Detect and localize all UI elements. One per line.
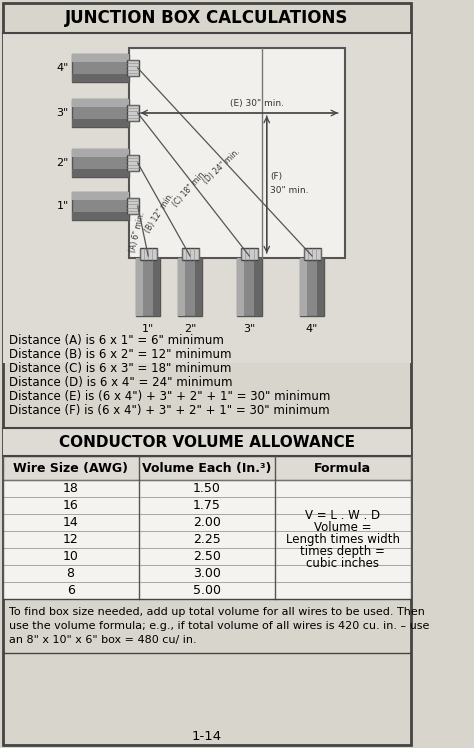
Bar	[140, 248, 157, 260]
Bar	[136, 258, 143, 316]
Bar	[241, 248, 258, 260]
Bar	[182, 248, 199, 260]
Bar	[178, 258, 185, 316]
Bar	[178, 258, 202, 316]
Text: 14: 14	[63, 516, 79, 529]
Bar	[73, 54, 129, 62]
Bar	[73, 149, 129, 157]
Bar	[153, 258, 160, 316]
Bar	[73, 99, 129, 107]
Bar	[300, 258, 324, 316]
Text: 1": 1"	[142, 324, 155, 334]
Bar	[73, 149, 129, 177]
Text: Distance (A) is 6 x 1" = 6" minimum: Distance (A) is 6 x 1" = 6" minimum	[9, 334, 224, 347]
Bar	[3, 456, 410, 480]
Text: Distance (B) is 6 x 2" = 12" minimum: Distance (B) is 6 x 2" = 12" minimum	[9, 348, 231, 361]
Bar	[237, 258, 245, 316]
Bar	[73, 169, 129, 177]
Text: 3.00: 3.00	[192, 567, 220, 580]
Text: 8: 8	[67, 567, 74, 580]
Text: 6: 6	[67, 584, 74, 597]
Text: Distance (C) is 6 x 3" = 18" minimum: Distance (C) is 6 x 3" = 18" minimum	[9, 362, 231, 375]
Bar	[237, 258, 262, 316]
Text: 3": 3"	[243, 324, 255, 334]
Text: 2.25: 2.25	[193, 533, 220, 546]
Text: times depth =: times depth =	[300, 545, 385, 558]
Text: 5.00: 5.00	[192, 584, 220, 597]
Text: 10: 10	[63, 550, 79, 563]
Text: use the volume formula; e.g., if total volume of all wires is 420 cu. in. – use: use the volume formula; e.g., if total v…	[9, 621, 429, 631]
Text: (B) 12" min.: (B) 12" min.	[143, 191, 176, 234]
Text: Distance (E) is (6 x 4") + 3" + 2" + 1" = 30" minimum: Distance (E) is (6 x 4") + 3" + 2" + 1" …	[9, 390, 330, 403]
Text: 16: 16	[63, 499, 79, 512]
Bar	[73, 212, 129, 220]
Text: CONDUCTOR VOLUME ALLOWANCE: CONDUCTOR VOLUME ALLOWANCE	[59, 435, 355, 450]
Bar	[3, 480, 410, 599]
Text: Volume Each (In.³): Volume Each (In.³)	[142, 462, 271, 474]
Bar	[73, 192, 129, 200]
Text: 1-14: 1-14	[191, 729, 222, 743]
Bar	[128, 105, 139, 121]
Text: (D) 24" min.: (D) 24" min.	[201, 147, 241, 186]
Text: Formula: Formula	[314, 462, 371, 474]
Text: 30" min.: 30" min.	[270, 186, 309, 195]
Text: cubic inches: cubic inches	[306, 557, 379, 570]
Text: an 8" x 10" x 6" box = 480 cu/ in.: an 8" x 10" x 6" box = 480 cu/ in.	[9, 635, 196, 645]
Text: Distance (D) is 6 x 4" = 24" minimum: Distance (D) is 6 x 4" = 24" minimum	[9, 376, 232, 389]
Bar	[195, 258, 202, 316]
Text: 2.00: 2.00	[192, 516, 220, 529]
Bar	[300, 258, 307, 316]
Bar	[73, 99, 129, 127]
Text: (F): (F)	[270, 172, 283, 181]
Text: Wire Size (AWG): Wire Size (AWG)	[13, 462, 128, 474]
Bar	[128, 155, 139, 171]
Text: To find box size needed, add up total volume for all wires to be used. Then: To find box size needed, add up total vo…	[9, 607, 425, 617]
Text: 3": 3"	[56, 108, 69, 118]
Bar	[129, 48, 345, 258]
Text: 4": 4"	[306, 324, 318, 334]
Text: V = L . W . D: V = L . W . D	[305, 509, 380, 522]
Text: 18: 18	[63, 482, 79, 495]
Bar	[128, 197, 139, 215]
Bar	[254, 258, 262, 316]
Bar	[73, 74, 129, 82]
Text: (E) 30" min.: (E) 30" min.	[230, 99, 284, 108]
Text: 2": 2"	[56, 158, 69, 168]
Text: 4": 4"	[56, 63, 69, 73]
Bar	[136, 258, 160, 316]
Text: 12: 12	[63, 533, 79, 546]
Bar	[303, 248, 320, 260]
Text: 2": 2"	[184, 324, 196, 334]
Bar	[3, 33, 410, 363]
Bar	[3, 428, 410, 456]
Text: 1.50: 1.50	[192, 482, 220, 495]
Text: 1": 1"	[56, 201, 69, 211]
Text: 1.75: 1.75	[192, 499, 220, 512]
Text: 2.50: 2.50	[192, 550, 220, 563]
Bar	[128, 60, 139, 76]
Bar	[73, 119, 129, 127]
Text: JUNCTION BOX CALCULATIONS: JUNCTION BOX CALCULATIONS	[65, 9, 348, 27]
Text: Length times width: Length times width	[286, 533, 400, 546]
Text: Distance (F) is (6 x 4") + 3" + 2" + 1" = 30" minimum: Distance (F) is (6 x 4") + 3" + 2" + 1" …	[9, 404, 329, 417]
Text: (C) 18" min.: (C) 18" min.	[171, 168, 208, 209]
Text: Volume =: Volume =	[314, 521, 371, 534]
Bar	[73, 54, 129, 82]
Bar	[317, 258, 324, 316]
Bar	[73, 192, 129, 220]
Text: (A) 6" min.: (A) 6" min.	[129, 211, 147, 254]
